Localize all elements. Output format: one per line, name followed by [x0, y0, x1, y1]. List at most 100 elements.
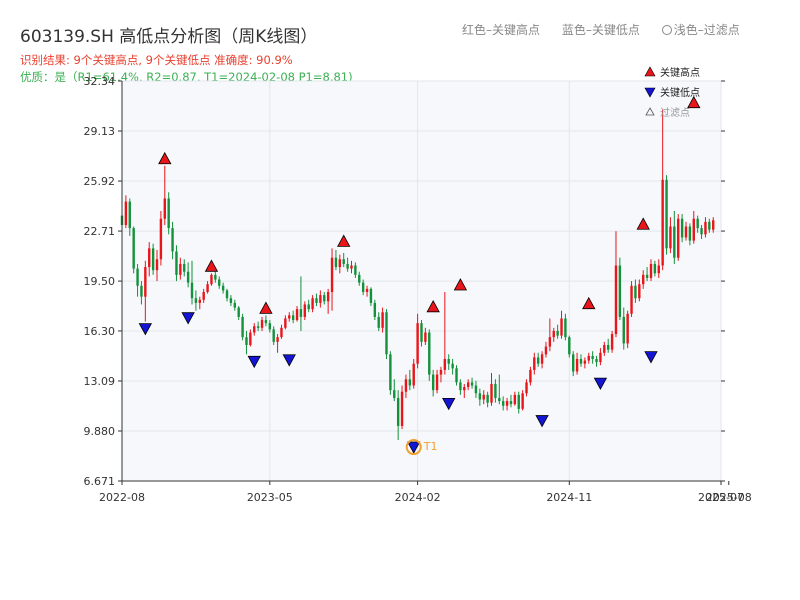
legend-blue-text: 蓝色–关键低点	[561, 23, 640, 37]
candle-body	[198, 299, 201, 303]
candle-body	[253, 326, 256, 333]
candle	[167, 192, 170, 235]
candle	[455, 365, 458, 386]
candle-body	[560, 318, 563, 336]
key-high-marker	[687, 95, 701, 109]
y-tick-label: 9.880	[84, 425, 116, 438]
candle	[210, 273, 213, 286]
candle	[521, 390, 524, 411]
candle	[653, 260, 657, 277]
candle-body	[272, 329, 275, 342]
candle-body	[404, 379, 408, 392]
candle-body	[307, 304, 310, 310]
candle-body	[645, 274, 649, 278]
candle	[214, 271, 217, 283]
candle-body	[155, 259, 159, 271]
candle-body	[179, 263, 182, 275]
candle-body	[385, 312, 388, 355]
color-legend: 红色–关键高点 蓝色–关键低点 浅色–过滤点	[462, 21, 740, 38]
candle-body	[190, 282, 194, 299]
candle-body	[326, 291, 330, 302]
candle	[311, 295, 314, 313]
candle-body	[696, 218, 699, 229]
candle	[665, 175, 668, 255]
candle	[319, 290, 322, 308]
candle	[509, 394, 513, 408]
candle	[338, 254, 342, 274]
candle-body	[517, 394, 520, 409]
candle-body	[334, 257, 338, 268]
candle	[540, 351, 544, 369]
candle	[155, 249, 159, 282]
candle-body	[420, 323, 423, 342]
candle-body	[206, 284, 209, 292]
candle	[478, 388, 482, 406]
candle-body	[299, 309, 303, 317]
candle	[280, 324, 283, 339]
candle-body	[288, 315, 291, 319]
candle	[463, 383, 466, 398]
x-tick-label: 2025-07	[698, 491, 744, 504]
candle-body	[311, 298, 314, 310]
candle	[677, 214, 680, 261]
candle	[607, 338, 610, 353]
candle	[136, 263, 139, 297]
candle	[700, 224, 703, 240]
candle-body	[136, 268, 139, 286]
candle	[459, 379, 462, 395]
candle	[649, 259, 653, 282]
candle	[560, 310, 563, 339]
candle	[408, 369, 412, 391]
candle-body	[431, 374, 435, 391]
y-tick-label: 25.92	[84, 175, 116, 188]
candle	[494, 379, 497, 403]
candlestick-series	[120, 109, 715, 441]
result-summary: 识别结果: 9个关键高点, 9个关键低点 准确度: 90.9%	[20, 53, 293, 67]
candle	[498, 374, 501, 405]
y-tick-label: 32.34	[84, 75, 116, 88]
candle-body	[171, 228, 174, 252]
candle-body	[478, 393, 482, 400]
candle	[525, 379, 528, 397]
candle	[389, 351, 392, 395]
candle	[595, 355, 598, 367]
candle	[284, 315, 287, 330]
candle	[529, 366, 532, 386]
candle	[552, 327, 555, 342]
candle-body	[661, 179, 664, 266]
candle	[299, 276, 303, 331]
candle-body	[241, 316, 244, 338]
t1-label: T1	[423, 440, 438, 453]
key-point-markers: T1	[138, 95, 701, 456]
candle	[661, 109, 664, 271]
candle	[505, 397, 509, 411]
candle-body	[323, 295, 326, 302]
candle	[431, 369, 435, 397]
candle-body	[346, 263, 349, 269]
candle	[373, 299, 377, 321]
candle-body	[513, 394, 517, 405]
candle-body	[132, 228, 135, 269]
candle	[148, 242, 151, 277]
candle	[288, 312, 291, 322]
legend-red-text: 红色–关键高点	[462, 23, 541, 37]
candle	[622, 307, 625, 350]
candle-body	[237, 307, 240, 317]
candle-body	[159, 218, 163, 260]
candle-body	[268, 323, 272, 330]
candle	[144, 260, 147, 322]
candle-body	[622, 316, 625, 344]
x-tick-label: 2022-08	[99, 491, 145, 504]
candle	[241, 313, 244, 341]
candle-body	[470, 382, 474, 386]
candle-body	[455, 368, 458, 383]
candle-body	[603, 344, 606, 353]
key-low-marker	[535, 415, 549, 428]
candle-body	[396, 397, 400, 427]
candle-body	[151, 248, 155, 271]
candle	[268, 320, 272, 333]
candle	[556, 324, 559, 339]
candle	[276, 334, 279, 353]
candle	[361, 279, 365, 296]
